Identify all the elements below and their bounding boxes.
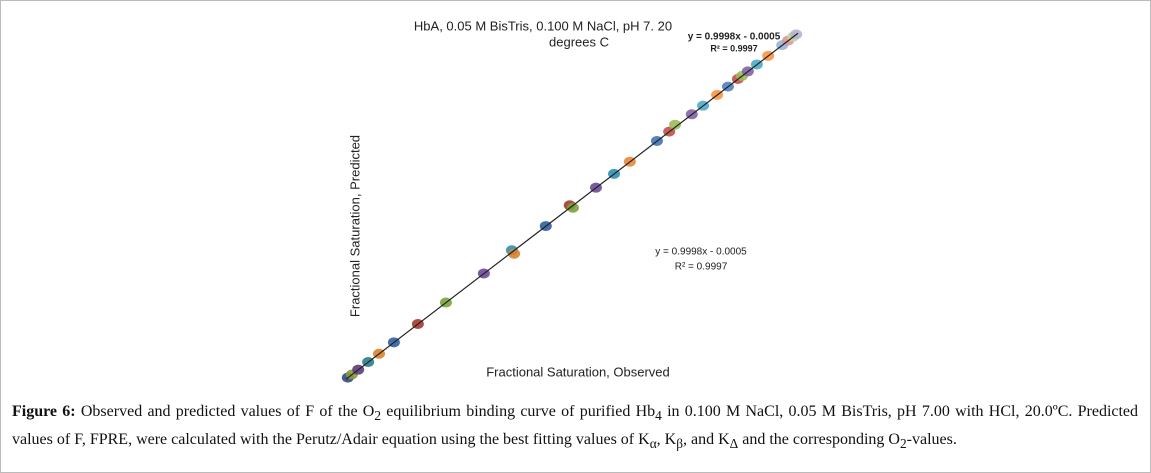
- caption-label: Figure 6:: [12, 403, 76, 420]
- chart-subtitle: degrees C: [549, 34, 609, 49]
- caption-text: β: [676, 435, 684, 451]
- data-point: [508, 248, 521, 259]
- chart-title: HbA, 0.05 M BisTris, 0.100 M NaCl, pH 7.…: [414, 18, 672, 33]
- data-point: [669, 119, 682, 130]
- y-axis-label: Fractional Saturation, Predicted: [347, 135, 362, 317]
- trendline-equation: y = 0.9998x - 0.0005: [655, 247, 747, 258]
- x-axis-label: Fractional Saturation, Observed: [486, 364, 670, 379]
- caption-text: Observed and predicted values of F of th…: [75, 403, 375, 420]
- chart: HbA, 0.05 M BisTris, 0.100 M NaCl, pH 7.…: [341, 18, 803, 383]
- caption-text: α: [649, 435, 657, 451]
- caption-text: equilibrium binding curve of purified Hb: [381, 403, 656, 420]
- figure-caption: Figure 6: Observed and predicted values …: [12, 400, 1138, 455]
- caption-text: , and K: [683, 430, 730, 448]
- caption-text: -values.: [906, 430, 957, 448]
- trendline-equation: y = 0.9998x - 0.0005: [688, 32, 781, 43]
- caption-text: Δ: [729, 435, 739, 451]
- caption-text: and the corresponding O: [738, 430, 900, 448]
- caption-text: 2: [899, 435, 907, 451]
- trendline-r2: R² = 0.9997: [710, 43, 757, 53]
- trendline-r2: R² = 0.9997: [675, 262, 728, 273]
- caption-text: , K: [656, 430, 677, 448]
- caption-text: in 0.100 M NaCl, 0.05 M BisTris, pH 7.00…: [12, 403, 1139, 448]
- data-point: [566, 202, 579, 213]
- caption-text: 2: [374, 408, 382, 424]
- trendline: [345, 32, 799, 380]
- caption-text: 4: [655, 408, 662, 424]
